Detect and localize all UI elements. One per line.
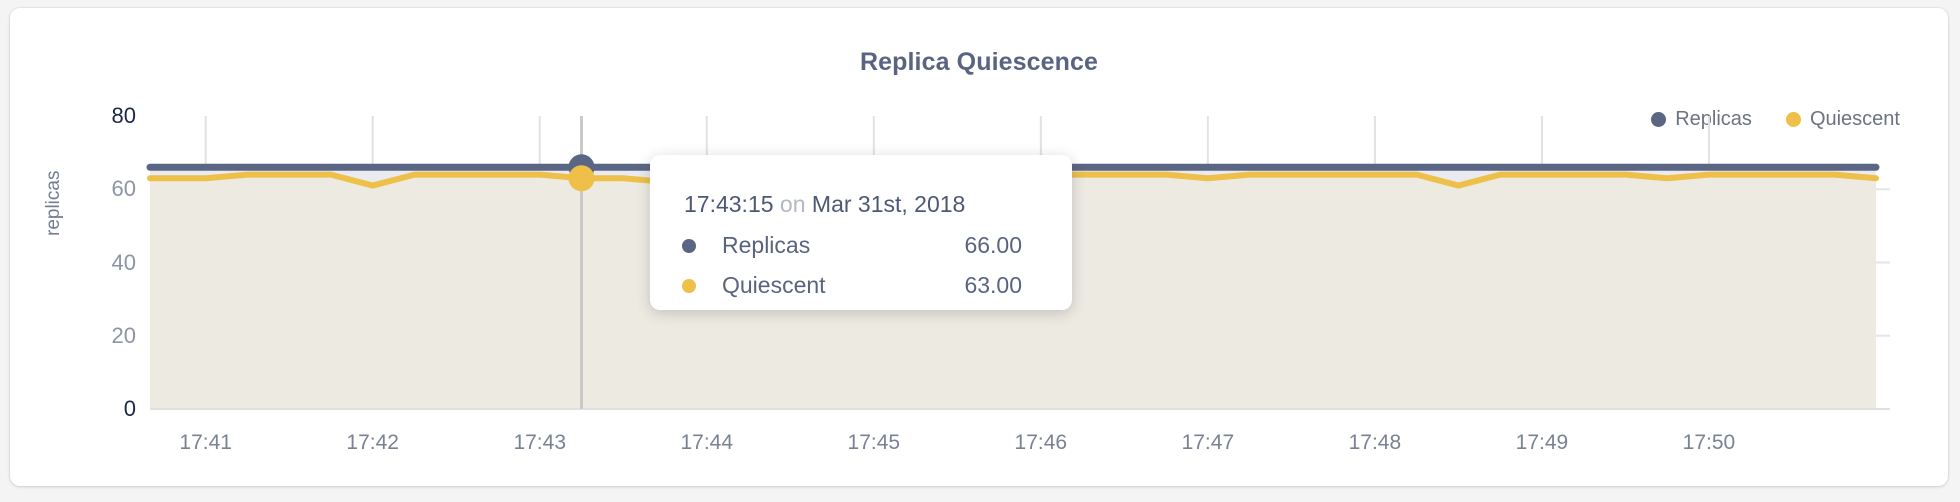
tooltip-date: Mar 31st, 2018 <box>811 191 966 217</box>
x-axis-tick-label: 17:49 <box>1515 431 1569 454</box>
series-dot-icon <box>682 238 696 253</box>
hover-tooltip: 17:43:15 on Mar 31st, 2018 Replicas 66.0… <box>650 155 1072 310</box>
tooltip-header: 17:43:15 on Mar 31st, 2018 <box>684 191 965 218</box>
x-axis-tick-label: 17:47 <box>1181 431 1235 454</box>
tooltip-time: 17:43:15 <box>684 191 774 217</box>
legend-item-replicas[interactable]: Replicas <box>1651 108 1752 131</box>
x-axis-tick-label: 17:42 <box>346 431 399 454</box>
x-axis-tick-label: 17:44 <box>680 431 734 454</box>
tooltip-series-value: 63.00 <box>964 272 1022 298</box>
tooltip-connector: on <box>779 191 806 217</box>
legend-dot-icon <box>1785 112 1801 127</box>
x-axis-tick-label: 17:48 <box>1348 431 1402 454</box>
y-axis-tick-label: 60 <box>111 176 136 202</box>
y-axis-tick-label: 80 <box>111 103 136 128</box>
legend-item-label: Replicas <box>1675 108 1752 130</box>
chart-legend: Replicas Quiescent <box>1651 108 1900 131</box>
x-axis-tick-label: 17:45 <box>847 431 901 454</box>
tooltip-row-replicas: Replicas 66.00 <box>682 232 1042 259</box>
series-dot-icon <box>682 278 696 293</box>
legend-dot-icon <box>1651 112 1667 127</box>
legend-item-label: Quiescent <box>1809 108 1900 130</box>
x-axis-tick-label: 17:41 <box>179 431 232 454</box>
tooltip-row-quiescent: Quiescent 63.00 <box>682 272 1042 299</box>
y-axis-tick-label: 0 <box>123 396 136 421</box>
legend-item-quiescent[interactable]: Quiescent <box>1785 108 1900 131</box>
page-title: Replica Quiescence <box>859 48 1099 76</box>
y-axis-tick-label: 20 <box>111 322 136 348</box>
tooltip-series-label: Quiescent <box>722 272 826 298</box>
tooltip-series-value: 66.00 <box>964 232 1022 258</box>
x-axis-tick-label: 17:43 <box>513 431 567 454</box>
y-axis-tick-label: 40 <box>111 249 136 275</box>
x-axis-tick-label: 17:50 <box>1682 431 1736 454</box>
tooltip-series-label: Replicas <box>722 232 811 258</box>
chart-card: Replica Quiescence Replicas Quiescent re… <box>10 8 1948 486</box>
x-axis-tick-label: 17:46 <box>1014 431 1068 454</box>
